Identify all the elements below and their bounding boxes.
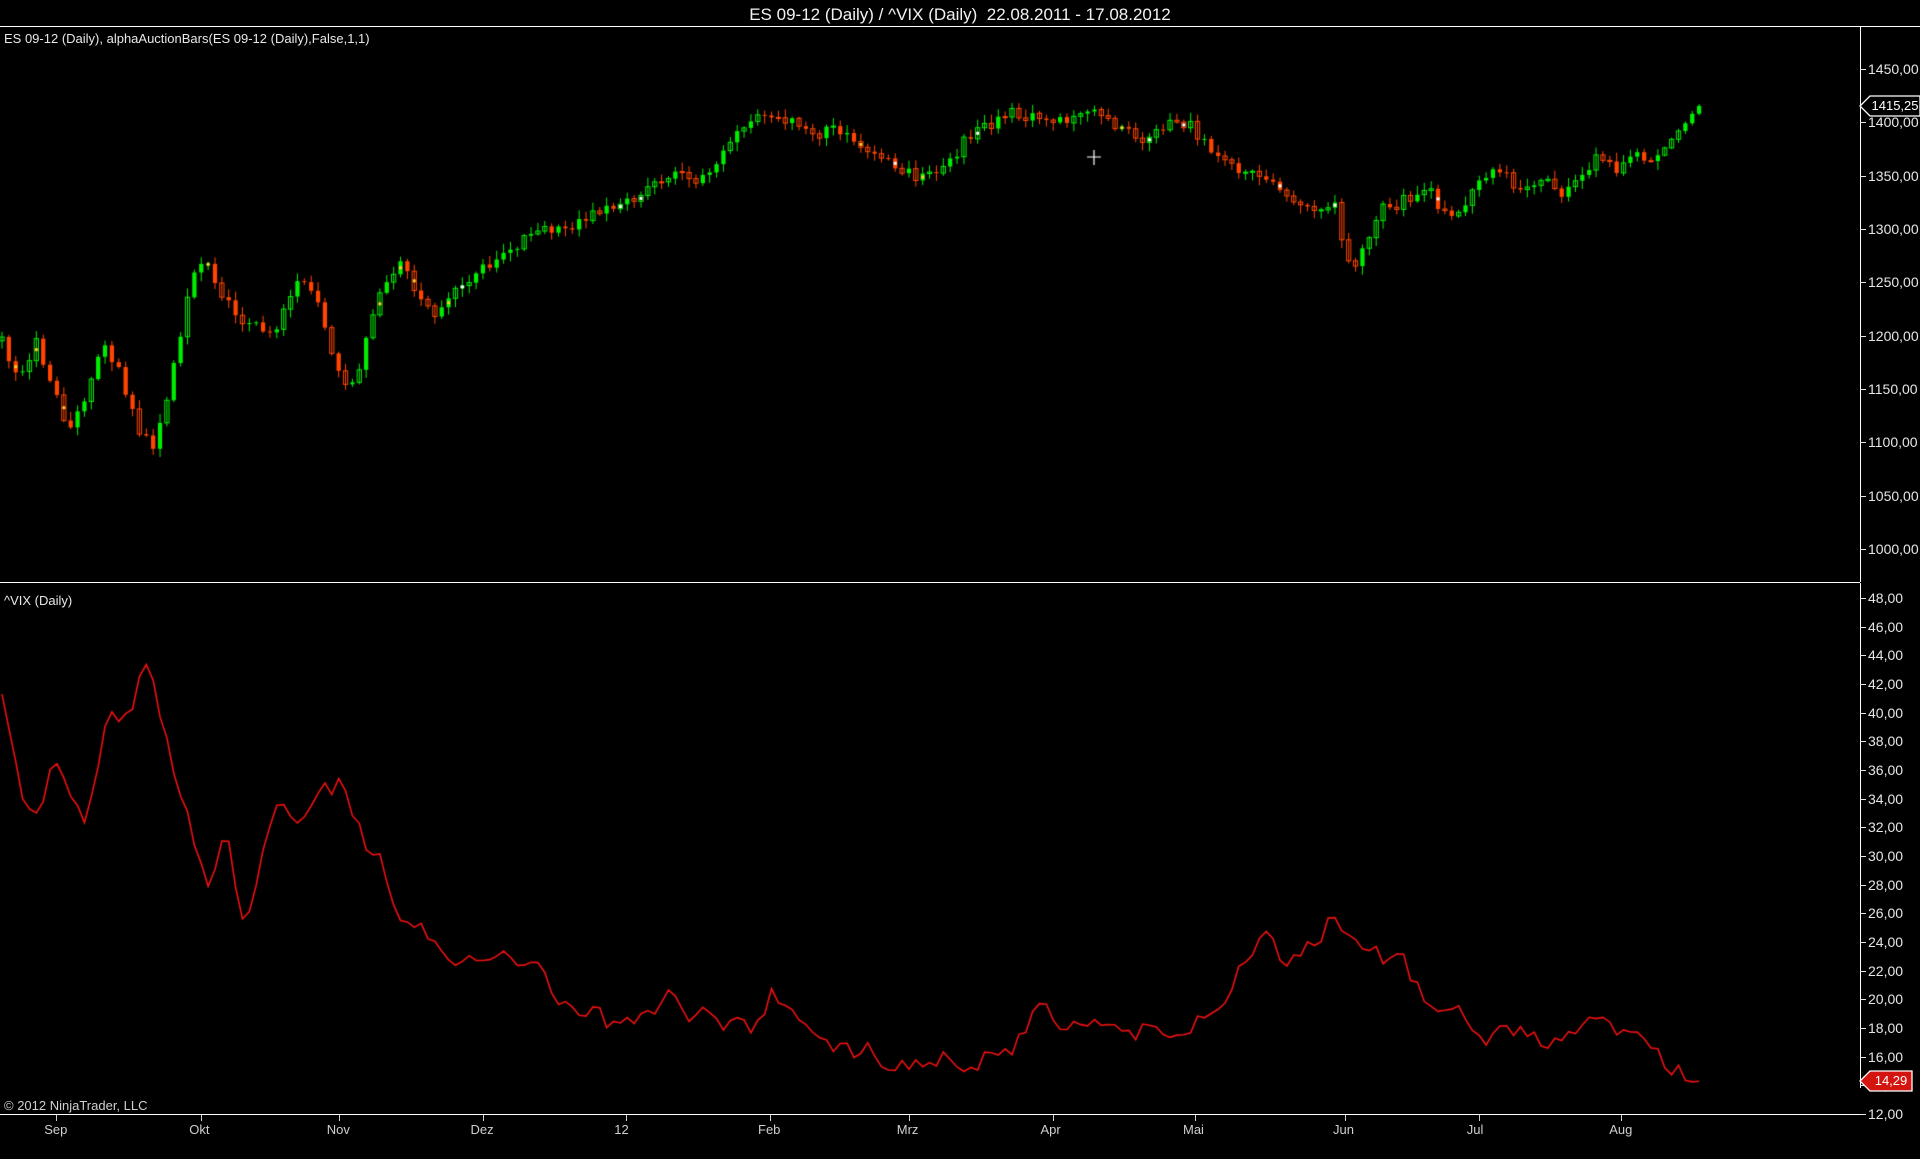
svg-text:1415,25: 1415,25 — [1872, 98, 1919, 113]
svg-text:14,29: 14,29 — [1875, 1073, 1908, 1088]
